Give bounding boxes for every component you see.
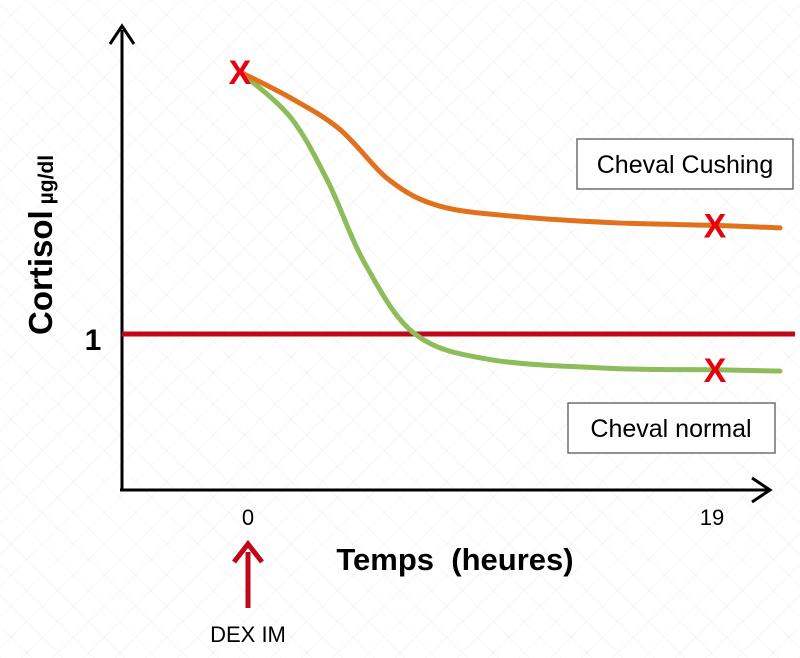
dex-annotation-label: DEX IM <box>210 622 286 647</box>
y-axis-unit: µg/dl <box>35 155 58 204</box>
y-axis-arrow <box>108 23 136 45</box>
x-axis-arrow <box>751 476 773 504</box>
x-axis-title: Temps (heures) <box>336 542 573 577</box>
legend-cushing-label: Cheval Cushing <box>597 151 774 179</box>
dex-arrow-head <box>232 539 264 564</box>
series-line-cheval-cushing <box>237 69 783 231</box>
legend-normal-label: Cheval normal <box>590 415 751 443</box>
legend-normal-box <box>567 402 776 454</box>
y-axis-title-group: Cortisol µg/dl <box>22 155 59 335</box>
dex-annotation: DEX IM <box>210 539 286 647</box>
legend-normal: Cheval normal <box>567 402 776 454</box>
legend-cushing: Cheval Cushing <box>576 138 794 190</box>
x-marker-0: X <box>229 54 252 92</box>
x-marker-1: X <box>704 207 727 245</box>
x-tick-label-19: 19 <box>700 505 724 530</box>
x-tick-label-0: 0 <box>242 505 254 530</box>
y-tick-label: 1 <box>85 324 102 357</box>
marker-layer: X X X <box>229 54 727 390</box>
series-layer <box>237 69 783 374</box>
legend-cushing-box <box>576 138 794 190</box>
axes <box>108 23 773 504</box>
y-axis-title: Cortisol <box>22 210 59 335</box>
series-line-cheval-normal <box>237 69 783 374</box>
x-marker-2: X <box>704 352 727 390</box>
svg-text:Cortisolµg/dl: Cortisol µg/dl <box>22 155 59 335</box>
